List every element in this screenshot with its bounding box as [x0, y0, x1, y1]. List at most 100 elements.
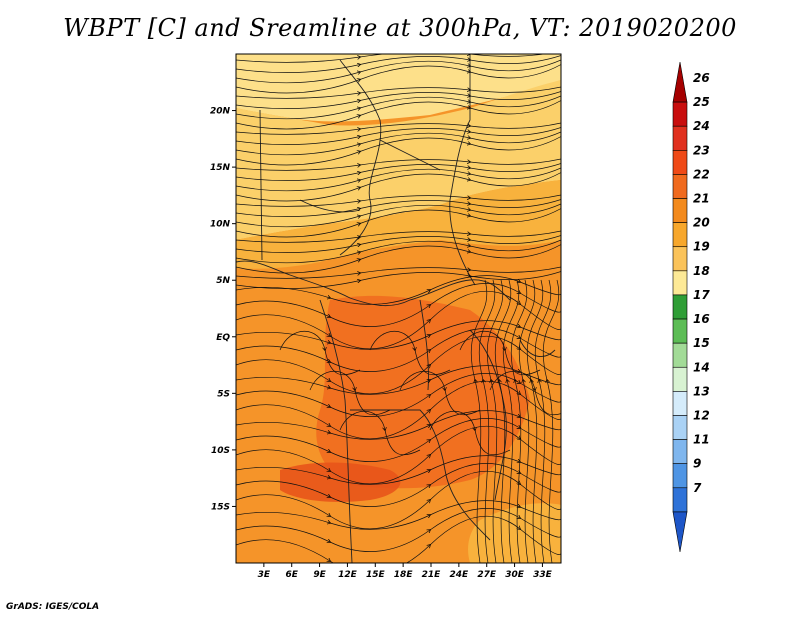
- streamline: [236, 203, 561, 228]
- lon-tick-label: 12E: [338, 570, 358, 580]
- streamline: [534, 279, 552, 563]
- streamline: [236, 122, 561, 135]
- streamline: [236, 515, 561, 563]
- colorbar: 26 25 24 23 22 21 20 19 18 17 16 15 14 13 12 11 9 7: [672, 61, 710, 553]
- lat-tick-label: 10S: [211, 446, 230, 456]
- lon-tick-label: 27E: [477, 570, 497, 580]
- lon-tick-label: 3E: [258, 570, 271, 580]
- streamline: [236, 91, 561, 109]
- streamline: [236, 86, 561, 99]
- colorbar-segment: [672, 150, 688, 175]
- colorbar-label: 9: [693, 457, 701, 471]
- streamline: [429, 410, 511, 456]
- streamline: [236, 235, 561, 253]
- colorbar-segment: [672, 174, 688, 199]
- colorbar-segment: [672, 198, 688, 223]
- colorbar-label: 18: [693, 264, 710, 278]
- colorbar-segment: [672, 366, 688, 392]
- colorbar-segment: [672, 222, 688, 248]
- streamline: [236, 208, 561, 238]
- colorbar-segment: [672, 511, 688, 553]
- streamline: [510, 279, 528, 563]
- streamline: [309, 370, 391, 416]
- colorbar-label: 19: [693, 240, 710, 254]
- map-area: [236, 54, 561, 563]
- streamline: [236, 131, 561, 156]
- streamline: [502, 279, 520, 563]
- streamline: [236, 167, 561, 192]
- streamline: [236, 95, 561, 120]
- streamline: [369, 330, 451, 376]
- lat-tick-label: 5S: [217, 389, 230, 399]
- streamline: [236, 100, 561, 130]
- colorbar-label: 15: [693, 336, 710, 350]
- streamline: [236, 59, 561, 84]
- streamline: [518, 279, 536, 563]
- lat-tick-label: 15N: [210, 163, 231, 173]
- streamline: [486, 279, 504, 563]
- streamline: [236, 55, 561, 73]
- colorbar-label: 7: [693, 481, 702, 495]
- lon-tick-label: 33E: [533, 570, 553, 580]
- colorbar-label: 21: [693, 192, 710, 206]
- streamline: [236, 158, 561, 171]
- colorbar-label: 24: [693, 119, 710, 133]
- colorbar-segment: [672, 270, 688, 296]
- streamline: [236, 230, 561, 243]
- streamline: [478, 279, 496, 563]
- colorbar-segment: [672, 463, 688, 489]
- streamline: [399, 370, 481, 416]
- streamline: [236, 54, 547, 63]
- streamline: [236, 163, 561, 181]
- colorbar-segment: [672, 487, 688, 513]
- lon-tick-label: 18E: [394, 570, 414, 580]
- streamline: [236, 199, 561, 217]
- colorbar-segment: [672, 101, 688, 127]
- colorbar-label: 25: [693, 95, 710, 109]
- colorbar-label: 23: [693, 143, 710, 157]
- streamline: [236, 239, 561, 264]
- streamline: [236, 244, 561, 274]
- streamline: [494, 279, 512, 563]
- colorbar-label: 26: [693, 71, 710, 85]
- streamline: [459, 330, 541, 376]
- streamline: [489, 370, 561, 416]
- lon-tick-label: 30E: [505, 570, 525, 580]
- lat-tick-label: 10N: [210, 220, 231, 230]
- lon-tick-label: 21E: [422, 570, 442, 580]
- colorbar-label: 12: [693, 408, 710, 422]
- colorbar-label: 22: [693, 167, 710, 181]
- streamline: [339, 410, 421, 456]
- colorbar-segment: [672, 439, 688, 464]
- colorbar-label: 14: [693, 360, 710, 374]
- streamline: [236, 136, 561, 166]
- streamline: [542, 279, 560, 563]
- colorbar-segment: [672, 294, 688, 320]
- colorbar-label: 20: [693, 216, 710, 230]
- latitude-axis: 20N 15N 10N 5N EQ 5S 10S 15S: [210, 107, 236, 512]
- streamline: [236, 266, 561, 279]
- colorbar-segment: [672, 415, 688, 440]
- colorbar-segment: [672, 246, 688, 272]
- streamline: [236, 172, 561, 202]
- streamline: [236, 194, 561, 207]
- lon-tick-label: 9E: [313, 570, 326, 580]
- colorbar-segment: [672, 391, 688, 416]
- lat-tick-label: EQ: [216, 333, 230, 343]
- streamline: [526, 279, 544, 563]
- streamline: [236, 127, 561, 145]
- streamline: [236, 64, 561, 94]
- longitude-axis: 3E 6E 9E 12E 15E 18E 21E 24E 27E 30E 33E: [258, 563, 553, 580]
- colorbar-label: 17: [693, 288, 710, 302]
- lat-tick-label: 15S: [211, 502, 230, 512]
- streamlines: [236, 54, 561, 563]
- map-frame: [235, 53, 562, 564]
- chart-title: WBPT [C] and Sreamline at 300hPa, VT: 20…: [63, 14, 737, 42]
- streamline: [470, 279, 488, 563]
- colorbar-segment: [672, 342, 688, 368]
- lat-tick-label: 5N: [216, 276, 230, 286]
- streamline: [279, 330, 361, 376]
- colorbar-label: 11: [693, 433, 710, 447]
- lon-tick-label: 24E: [450, 570, 470, 580]
